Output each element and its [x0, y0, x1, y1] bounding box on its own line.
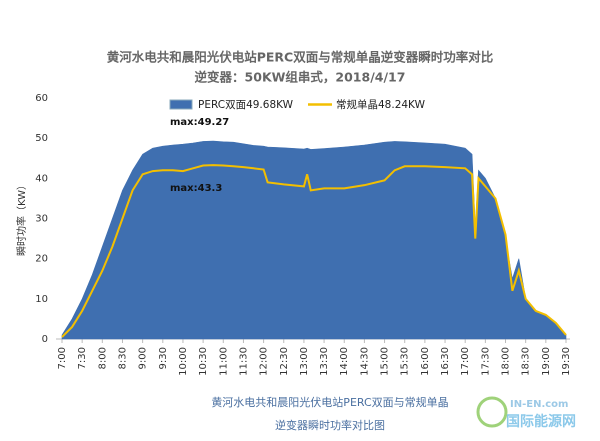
x-tick-label: 14:00 — [339, 347, 350, 376]
x-tick-label: 11:00 — [218, 347, 229, 376]
x-tick-label: 19:30 — [561, 347, 572, 376]
x-tick-label: 16:00 — [420, 347, 431, 376]
line — [61, 164, 567, 338]
y-tick-label: 40 — [35, 173, 48, 184]
x-tick-label: 15:30 — [400, 347, 411, 376]
watermark-text: IN-EN.com — [510, 399, 568, 410]
y-tick-label: 0 — [42, 334, 48, 345]
legend-label: 常规单晶48.24KW — [336, 98, 426, 111]
x-tick-label: 11:30 — [238, 347, 249, 376]
x-tick-label: 10:30 — [198, 347, 209, 376]
x-tick-label: 10:00 — [178, 347, 189, 376]
y-tick-label: 10 — [35, 294, 48, 305]
x-tick-label: 15:00 — [380, 347, 391, 376]
x-tick-label: 9:30 — [158, 347, 169, 369]
x-tick-label: 18:30 — [521, 347, 532, 376]
x-tick-label: 19:00 — [541, 347, 552, 376]
y-tick-label: 50 — [35, 133, 48, 144]
caption-line: 逆变器瞬时功率对比图 — [275, 418, 385, 432]
y-tick-label: 60 — [35, 93, 48, 104]
x-tick-label: 7:30 — [77, 347, 88, 369]
x-tick-label: 13:30 — [319, 347, 330, 376]
x-tick-label: 17:00 — [460, 347, 471, 376]
annotation: max:49.27 — [170, 117, 229, 128]
x-tick-label: 8:30 — [117, 347, 128, 369]
x-tick-label: 7:00 — [57, 347, 68, 369]
legend-label: PERC双面49.68KW — [198, 99, 294, 111]
x-tick-label: 12:30 — [279, 347, 290, 376]
x-tick-label: 14:30 — [359, 347, 370, 376]
x-tick-label: 12:00 — [259, 347, 270, 376]
annotation: max:43.3 — [170, 183, 222, 194]
watermark-text: 国际能源网 — [506, 413, 576, 430]
area — [61, 140, 567, 340]
y-tick-label: 20 — [35, 254, 48, 265]
x-tick-label: 17:30 — [480, 347, 491, 376]
x-tick-label: 13:00 — [299, 347, 310, 376]
chart-subtitle: 逆变器：50KW组串式，2018/4/17 — [195, 70, 406, 85]
x-tick-label: 8:00 — [97, 347, 108, 369]
watermark-logo — [476, 396, 508, 428]
x-tick-label: 18:00 — [501, 347, 512, 376]
y-axis-label: 瞬时功率（KW） — [15, 180, 28, 256]
x-tick-label: 9:00 — [138, 347, 149, 369]
caption-line: 黄河水电共和晨阳光伏电站PERC双面与常规单晶 — [211, 395, 448, 409]
chart-title: 黄河水电共和晨阳光伏电站PERC双面与常规单晶逆变器瞬时功率对比 — [107, 50, 494, 65]
legend-swatch — [169, 99, 193, 110]
x-tick-label: 16:30 — [440, 347, 451, 376]
y-tick-label: 30 — [35, 214, 48, 225]
